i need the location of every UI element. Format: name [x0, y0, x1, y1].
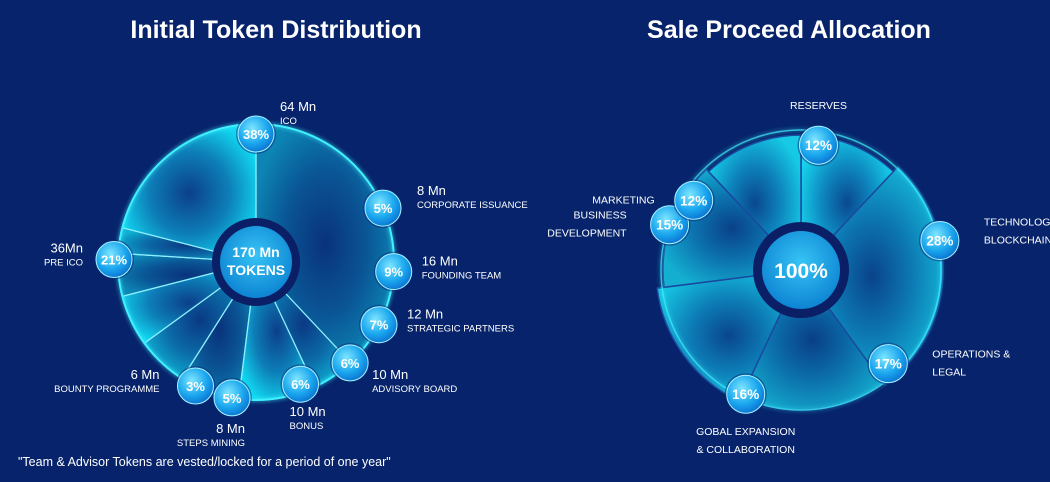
token-amount-ico: 64 Mn: [280, 99, 316, 114]
sale-center-label: 100%: [774, 260, 828, 283]
sale-badge-operations-legal: 17%: [867, 342, 910, 385]
token-label-pre-ico: PRE ICO: [44, 258, 83, 269]
token-label-strategic-partners: STRATEGIC PARTNERS: [407, 324, 514, 335]
sale-badge-pct: 15%: [656, 218, 683, 233]
vesting-footnote: "Team & Advisor Tokens are vested/locked…: [18, 455, 391, 469]
token-distribution-badges: 38% 5% 9% 7% 6% 6% 5% 3% 21%: [94, 114, 414, 418]
sale-label-legal: LEGAL: [932, 367, 966, 379]
token-label-bounty-programme: BOUNTY PROGRAMME: [54, 384, 159, 395]
token-label-corporate-issuance: CORPORATE ISSUANCE: [417, 200, 528, 211]
token-label-ico: ICO: [280, 116, 297, 127]
token-badge-disc: [375, 253, 413, 291]
token-label-advisory-board: ADVISORY BOARD: [372, 384, 457, 395]
token-badge-corporate-issuance: 5%: [363, 188, 403, 229]
sale-label-development: DEVELOPMENT: [547, 228, 627, 240]
sale-badge-disc: [799, 125, 838, 165]
token-badge-pct: 9%: [384, 265, 403, 280]
token-badge-disc: [360, 306, 398, 344]
token-distribution-labels: 64 Mn ICO 8 Mn CORPORATE ISSUANCE 16 Mn FOUND…: [44, 99, 528, 449]
token-badge-disc: [177, 367, 214, 405]
sale-label-blockchain: BLOCKCHAIN: [984, 235, 1050, 247]
token-amount-bounty-programme: 6 Mn: [131, 367, 160, 382]
sale-label-operations: OPERATIONS &: [932, 349, 1010, 361]
token-badge-pct: 6%: [291, 377, 310, 392]
token-amount-bonus: 10 Mn: [290, 404, 326, 419]
token-amount-founding-team: 16 Mn: [422, 254, 458, 269]
sale-badge-disc: [674, 180, 714, 220]
token-badge-disc: [95, 241, 133, 278]
token-badge-pct: 5%: [374, 201, 393, 216]
token-center-amount: 170 Mn: [232, 244, 279, 260]
token-badge-pct: 21%: [101, 253, 127, 268]
sale-badge-disc: [868, 344, 908, 384]
sale-badge-gobal-expansion-collaboration: 16%: [724, 373, 767, 416]
token-label-founding-team: FOUNDING TEAM: [422, 271, 502, 282]
chart-title-token-distribution: Initial Token Distribution: [130, 16, 421, 44]
sale-badge-technology-blockchain: 28%: [918, 219, 961, 262]
token-badge-disc: [213, 379, 251, 417]
sale-label-marketing: MARKETING: [592, 194, 654, 206]
sale-label-business: BUSINESS: [573, 210, 626, 222]
sale-proceed-labels: RESERVES TECHNOLOGY & BLOCKCHAIN OPERATIONS…: [547, 100, 1050, 456]
token-badge-disc: [364, 189, 402, 227]
token-badge-disc: [331, 344, 369, 382]
sale-badge-pct: 12%: [805, 138, 832, 153]
sale-badge-reserves: 12%: [797, 124, 840, 167]
token-badge-pct: 3%: [186, 379, 205, 394]
token-badge-pct: 5%: [223, 391, 242, 406]
sale-label-collaboration: & COLLABORATION: [696, 444, 794, 456]
token-label-bonus: BONUS: [290, 421, 324, 432]
sale-badge-disc: [920, 221, 960, 260]
sale-proceed-badges: 12% 28% 17% 16% 15% 12%: [648, 124, 961, 416]
token-badge-pct: 6%: [341, 356, 360, 371]
sale-badge-pct: 12%: [680, 193, 707, 208]
token-amount-pre-ico: 36Mn: [50, 241, 83, 256]
sale-badge-pct: 16%: [732, 387, 759, 402]
sale-badge-pct: 28%: [926, 234, 953, 249]
token-badge-pre-ico: 21%: [94, 239, 134, 280]
sale-label-reserves: RESERVES: [790, 100, 847, 112]
token-badge-strategic-partners: 7%: [359, 304, 399, 345]
chart-title-sale-proceed: Sale Proceed Allocation: [647, 16, 931, 44]
token-amount-advisory-board: 10 Mn: [372, 367, 408, 382]
token-badge-disc: [237, 115, 275, 153]
token-amount-steps-mining: 8 Mn: [216, 421, 245, 436]
token-center-disc: 170 Mn TOKENS: [212, 218, 300, 306]
token-badge-steps-mining: 5%: [212, 377, 252, 418]
sale-label-technology: TECHNOLOGY &: [984, 217, 1050, 229]
token-center-unit: TOKENS: [227, 262, 285, 278]
token-badge-bounty-programme: 3%: [175, 366, 216, 406]
sale-badge-pct: 17%: [875, 357, 902, 372]
token-amount-corporate-issuance: 8 Mn: [417, 183, 446, 198]
token-badge-bonus: 6%: [280, 364, 321, 405]
token-badge-advisory-board: 6%: [330, 342, 371, 383]
token-badge-ico: 38%: [236, 114, 276, 154]
sale-ring-outline: [660, 129, 942, 411]
sale-badge-marketing: 12%: [672, 179, 715, 222]
token-amount-strategic-partners: 12 Mn: [407, 307, 443, 322]
sale-proceed-chart: 100% 12% 28% 17% 16% 15% 12% RESERVES TECHNOLO…: [547, 100, 1050, 456]
token-badge-disc: [282, 365, 319, 403]
token-badge-founding-team: 9%: [373, 251, 414, 292]
token-label-steps-mining: STEPS MINING: [177, 438, 245, 449]
token-badge-pct: 7%: [370, 318, 389, 333]
token-distribution-chart: 170 Mn TOKENS 38% 5% 9% 7% 6% 6% 5% 3% 21% 64 Mn…: [44, 99, 528, 449]
sale-badge-disc: [726, 374, 766, 414]
sale-center-disc: 100%: [753, 222, 849, 318]
sale-label-gobal-expansion: GOBAL EXPANSION: [696, 426, 795, 438]
token-badge-pct: 38%: [243, 127, 269, 142]
